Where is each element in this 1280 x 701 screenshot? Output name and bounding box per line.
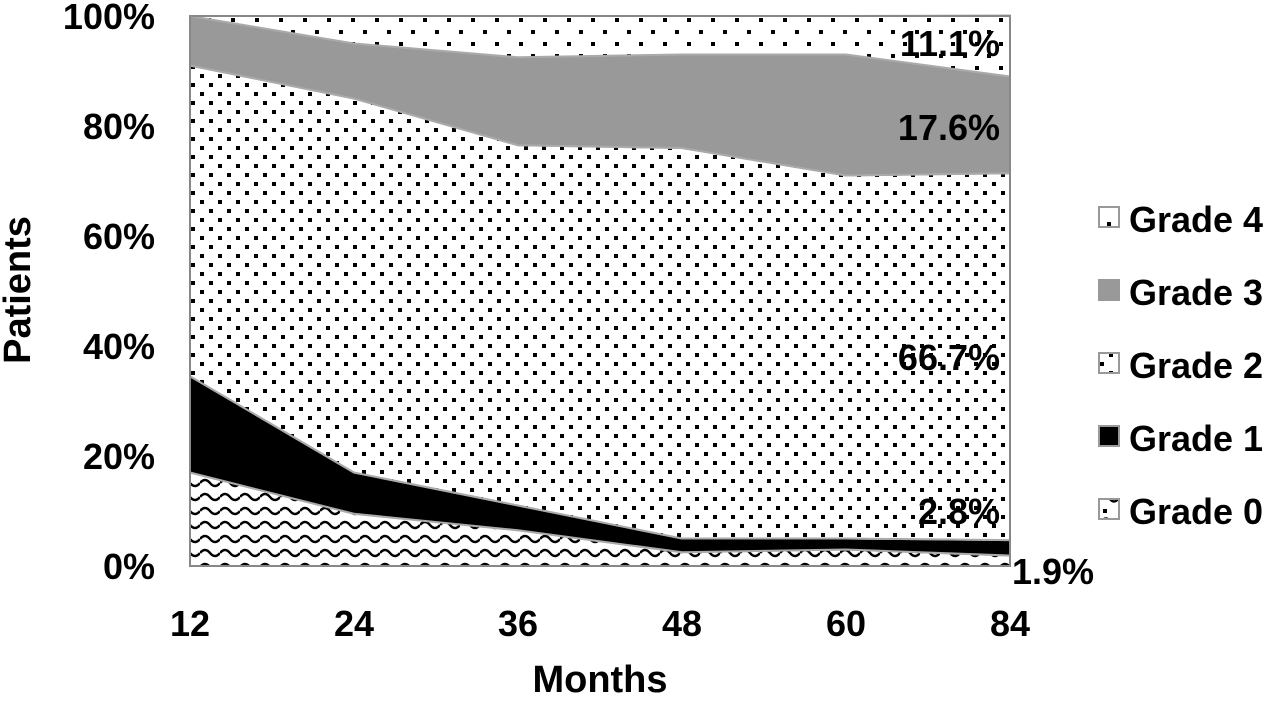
legend-swatch-grade-1 bbox=[1098, 425, 1120, 447]
legend-swatch-grade-2 bbox=[1098, 352, 1120, 374]
plot-border bbox=[189, 15, 1011, 567]
x-tick-label: 60 bbox=[826, 603, 866, 644]
y-tick-label: 20% bbox=[83, 436, 155, 477]
data-label: 17.6% bbox=[898, 107, 1000, 148]
y-tick-label: 100% bbox=[63, 0, 155, 37]
y-tick-label: 0% bbox=[103, 546, 155, 587]
y-tick-label: 60% bbox=[83, 216, 155, 257]
x-tick-label: 84 bbox=[990, 603, 1030, 644]
data-label: 1.9% bbox=[1012, 551, 1094, 592]
legend-label-grade-3: Grade 3 bbox=[1129, 272, 1263, 313]
legend-label-grade-0: Grade 0 bbox=[1129, 491, 1263, 532]
data-label: 11.1% bbox=[900, 23, 1000, 64]
x-axis-title: Months bbox=[532, 659, 667, 696]
legend-swatch-grade-3 bbox=[1098, 279, 1120, 301]
data-label: 2.8% bbox=[918, 491, 1000, 532]
y-tick-label: 40% bbox=[83, 326, 155, 367]
x-tick-label: 24 bbox=[334, 603, 374, 644]
legend-label-grade-2: Grade 2 bbox=[1129, 345, 1263, 386]
legend-label-grade-4: Grade 4 bbox=[1129, 199, 1263, 240]
y-tick-label: 80% bbox=[83, 106, 155, 147]
x-tick-label: 48 bbox=[662, 603, 702, 644]
x-tick-label: 12 bbox=[170, 603, 210, 644]
x-tick-label: 36 bbox=[498, 603, 538, 644]
legend-label-grade-1: Grade 1 bbox=[1129, 418, 1263, 459]
legend-swatch-grade-0 bbox=[1098, 498, 1120, 520]
data-label: 66.7% bbox=[898, 337, 1000, 378]
legend-swatch-grade-4 bbox=[1098, 206, 1120, 228]
y-axis-title: Patients bbox=[0, 216, 39, 364]
